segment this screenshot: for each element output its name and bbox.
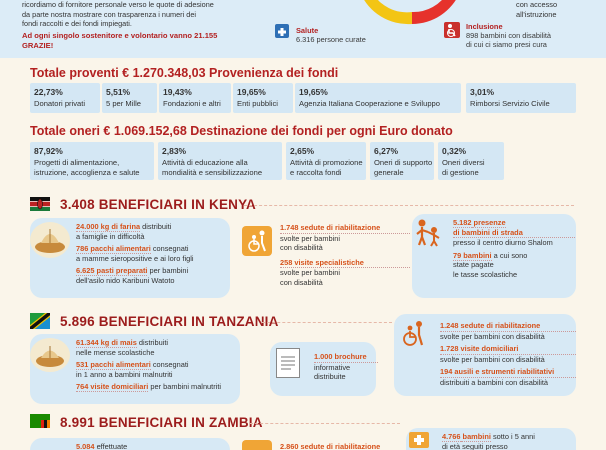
kenya-divider xyxy=(244,205,574,206)
zambia-kids-bubble xyxy=(406,428,576,450)
kenya-food-text: 24.000 kg di farina distribuiti a famigl… xyxy=(76,222,194,285)
health-icon xyxy=(275,24,289,38)
wheelchair-assist-icon xyxy=(242,226,272,256)
intro-line-2: da parte nostra mostrare con trasparenza… xyxy=(22,9,196,19)
wheelchair-assist-icon xyxy=(242,440,272,450)
access-line-2: all'istruzione xyxy=(516,9,557,19)
intro-line-1: ricordiamo di fornitore personale verso … xyxy=(22,0,214,9)
intro-text: ricordiamo di fornitore personale verso … xyxy=(22,0,272,29)
children-icon xyxy=(412,216,444,248)
zambia-rehab-text: 2.860 sedute di riabilitazione xyxy=(280,442,381,450)
access-text: con accesso all'istruzione xyxy=(516,0,557,19)
tanzania-heading: 5.896 BENEFICIARI IN TANZANIA xyxy=(60,314,279,329)
income-cell: 19,65% Agenzia Italiana Cooperazione e S… xyxy=(295,83,461,113)
tanzania-food-text: 61.344 kg di mais distribuiti nelle mens… xyxy=(76,338,222,393)
expense-cell: 2,83% Attività di educazione alla mondia… xyxy=(158,142,282,180)
access-line-1: con accesso xyxy=(516,0,558,9)
expense-cell: 6,27% Oneri di supporto generale xyxy=(370,142,434,180)
income-cell: 19,43% Fondazioni e altri xyxy=(159,83,231,113)
wheelchair-assist-icon xyxy=(398,318,428,348)
zambia-food-bubble xyxy=(30,438,230,450)
zambia-flag-icon xyxy=(30,414,50,428)
donut-chart-fragment xyxy=(364,0,456,25)
brochure-icon xyxy=(276,348,300,378)
thanks-line-1: Ad ogni singolo sostenitore e volontario… xyxy=(22,31,218,40)
kenya-street-bubble xyxy=(412,214,576,298)
income-cell: 22,73% Donatori privati xyxy=(30,83,100,113)
thanks-text: Ad ogni singolo sostenitore e volontario… xyxy=(22,31,272,50)
income-cell: 3,01% Rimborsi Servizio Civile xyxy=(466,83,576,113)
clinic-icon xyxy=(406,426,432,450)
income-heading: Totale proventi € 1.270.348,03 Provenien… xyxy=(30,66,339,80)
income-cell: 19,65% Enti pubblici xyxy=(233,83,293,113)
inclusion-line-2: di cui ci siamo presi cura xyxy=(466,40,547,49)
zambia-kids-text: 4.766 bambini sotto i 5 anni di età segu… xyxy=(442,432,535,450)
kenya-street-text: 5.182 presenze di bambini di strada pres… xyxy=(453,218,575,280)
maize-bowl-icon xyxy=(30,338,70,372)
inclusion-icon xyxy=(444,22,460,38)
kenya-flag-icon xyxy=(30,197,50,211)
zambia-food-text: 5.084 effettuate xyxy=(76,442,128,450)
inclusion-line-1: 898 bambini con disabilità xyxy=(466,31,552,40)
expenses-heading: Totale oneri € 1.069.152,68 Destinazione… xyxy=(30,124,453,138)
income-cell: 5,51% 5 per Mille xyxy=(102,83,157,113)
flour-sack-icon xyxy=(30,222,70,258)
inclusion-label: Inclusione xyxy=(466,22,503,31)
thanks-line-2: GRAZIE! xyxy=(22,40,54,50)
zambia-divider xyxy=(250,423,400,424)
kenya-rehab-text: 1.748 sedute di riabilitazione svolte pe… xyxy=(280,223,410,288)
health-label: Salute xyxy=(296,26,319,35)
tanzania-divider xyxy=(262,322,392,323)
kenya-heading: 3.408 BENEFICIARI IN KENYA xyxy=(60,197,257,212)
tanzania-rehab-text: 1.248 sedute di riabilitazione svolte pe… xyxy=(440,321,576,388)
expense-cell: 87,92% Progetti di alimentazione, istruz… xyxy=(30,142,154,180)
intro-line-3: fondi raccolti e dei fondi impiegati. xyxy=(22,19,132,28)
expense-cell: 0,32% Oneri diversi di gestione xyxy=(438,142,504,180)
health-stat: Salute 6.316 persone curate xyxy=(296,26,366,44)
tanzania-rehab-bubble xyxy=(394,314,576,396)
zambia-heading: 8.991 BENEFICIARI IN ZAMBIA xyxy=(60,415,263,430)
inclusion-stat: Inclusione 898 bambini con disabilità di… xyxy=(466,22,551,49)
tanzania-flag-icon xyxy=(30,313,50,329)
health-text: 6.316 persone curate xyxy=(296,35,366,44)
expense-cell: 2,65% Attività di promozione e raccolta … xyxy=(286,142,366,180)
top-summary-panel xyxy=(0,0,606,58)
tanzania-brochure-text: 1.000 brochure informative distribuite xyxy=(314,352,378,382)
